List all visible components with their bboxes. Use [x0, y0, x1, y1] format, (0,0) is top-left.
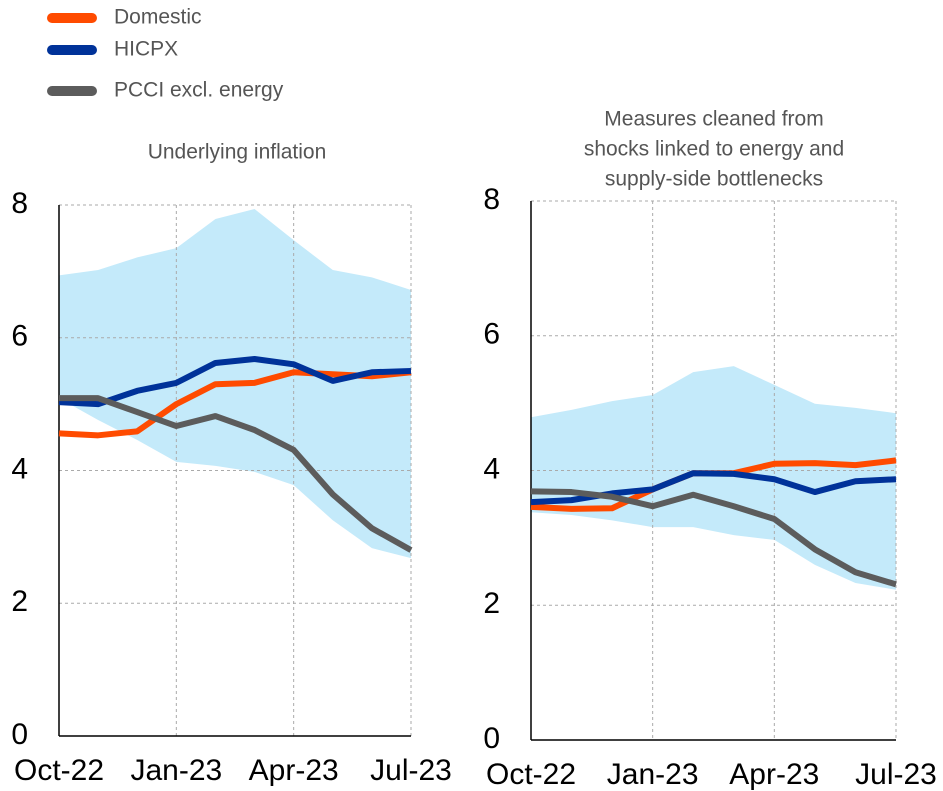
- chart-title: Underlying inflation: [148, 141, 327, 164]
- x-tick-label: Jan-23: [130, 754, 222, 787]
- line-series: [58, 355, 412, 408]
- chart-title: supply-side bottlenecks: [605, 168, 823, 191]
- legend-label: Domestic: [114, 6, 202, 29]
- y-tick-label: 0: [11, 718, 28, 751]
- chart-title: shocks linked to energy and: [584, 138, 844, 161]
- y-tick-label: 4: [483, 452, 500, 485]
- x-tick-label: Oct-22: [14, 754, 104, 787]
- y-tick-label: 8: [11, 187, 28, 220]
- x-tick-label: Apr-23: [249, 754, 339, 787]
- y-tick-label: 6: [11, 320, 28, 353]
- line-series: [59, 395, 413, 553]
- x-tick-label: Oct-22: [486, 758, 576, 791]
- legend-label: HICPX: [114, 38, 178, 61]
- y-tick-label: 2: [11, 585, 28, 618]
- y-tick-label: 2: [483, 587, 500, 620]
- y-tick-label: 0: [483, 722, 500, 755]
- x-tick-label: Apr-23: [729, 758, 819, 791]
- x-tick-label: Jul-23: [370, 754, 452, 787]
- range-band: [531, 366, 896, 590]
- line-series: [530, 488, 897, 588]
- legend-label: PCCI excl. energy: [114, 79, 284, 102]
- y-tick-label: 6: [483, 318, 500, 351]
- x-tick-label: Jul-23: [855, 758, 937, 791]
- y-tick-label: 4: [11, 452, 28, 485]
- x-tick-label: Jan-23: [607, 758, 699, 791]
- chart-title: Measures cleaned from: [604, 108, 823, 131]
- y-tick-label: 8: [483, 183, 500, 216]
